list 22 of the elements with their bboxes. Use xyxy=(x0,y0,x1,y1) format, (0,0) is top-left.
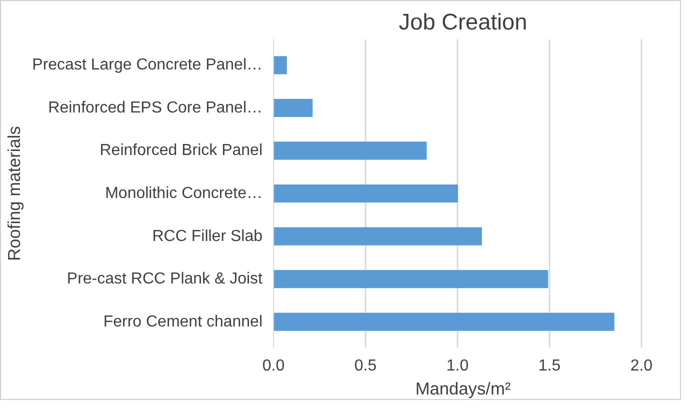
bar xyxy=(274,184,458,203)
bar xyxy=(274,56,287,74)
y-tick-label: Precast Large Concrete Panel… xyxy=(32,56,262,74)
bar xyxy=(274,227,482,246)
y-tick-label: RCC Filler Slab xyxy=(152,228,263,245)
x-tick-label: 0.5 xyxy=(354,358,377,374)
y-axis-title: Roofing materials xyxy=(4,126,24,261)
x-tick-label: 2.0 xyxy=(630,358,653,374)
bar xyxy=(274,312,614,331)
y-tick-label: Reinforced EPS Core Panel… xyxy=(48,99,262,116)
x-tick-label: 0.0 xyxy=(262,358,285,374)
x-tick-label: 1.0 xyxy=(446,358,469,374)
bar xyxy=(274,142,427,160)
y-tick-label: Reinforced Brick Panel xyxy=(100,142,263,160)
x-axis-title: Mandays/m² xyxy=(415,378,511,398)
y-tick-label: Ferro Cement channel xyxy=(103,313,262,330)
bar xyxy=(274,98,313,117)
y-tick-label: Monolithic Concrete… xyxy=(105,185,263,202)
chart-title: Job Creation xyxy=(398,8,528,34)
bar xyxy=(274,270,548,288)
y-tick-label: Pre-cast RCC Plank & Joist xyxy=(66,270,264,288)
x-tick-label: 1.5 xyxy=(538,358,561,374)
